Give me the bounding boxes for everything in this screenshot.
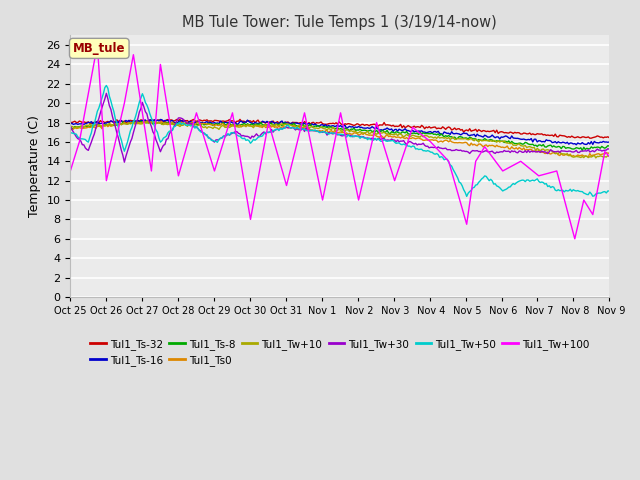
Tul1_Ts-16 [255,120,263,126]
Tul1_Ts-32 [132,119,140,125]
Title: MB Tule Tower: Tule Temps 1 (3/19/14-now): MB Tule Tower: Tule Temps 1 (3/19/14-now… [182,15,497,30]
Tul1_Tw+50 [102,83,110,88]
Text: MB_tule: MB_tule [73,42,125,55]
Tul1_Ts-32 [246,118,254,124]
Tul1_Tw+50 [579,189,586,194]
Tul1_Tw+30 [136,109,143,115]
Legend: Tul1_Ts-32, Tul1_Ts-16, Tul1_Ts-8, Tul1_Ts0, Tul1_Tw+10, Tul1_Tw+30, Tul1_Tw+50,: Tul1_Ts-32, Tul1_Ts-16, Tul1_Ts-8, Tul1_… [86,335,594,370]
Tul1_Ts-8 [67,124,74,130]
Tul1_Tw+100 [93,42,101,48]
Line: Tul1_Ts-32: Tul1_Ts-32 [70,120,609,138]
Tul1_Ts-8 [228,122,236,128]
Tul1_Ts-8 [577,145,584,151]
Tul1_Ts0 [577,153,584,158]
Tul1_Ts-32 [586,135,594,141]
Tul1_Tw+30 [120,159,128,165]
Tul1_Tw+100 [605,154,613,159]
Tul1_Tw+10 [143,118,151,124]
Tul1_Ts0 [255,124,263,130]
Tul1_Ts0 [228,122,236,128]
Tul1_Ts-8 [129,118,137,124]
Tul1_Tw+50 [605,188,613,194]
Tul1_Ts-16 [304,121,312,127]
Tul1_Ts-16 [579,140,586,145]
Line: Tul1_Ts-16: Tul1_Ts-16 [70,120,609,145]
Tul1_Ts-8 [579,147,586,153]
Tul1_Ts-8 [246,121,254,127]
Tul1_Ts0 [605,150,613,156]
Tul1_Ts0 [132,119,140,125]
Tul1_Tw+100 [579,204,586,209]
Tul1_Ts0 [584,154,592,160]
Tul1_Ts-16 [157,117,164,122]
Tul1_Ts-32 [255,120,263,125]
Tul1_Tw+10 [255,122,263,128]
Tul1_Tw+10 [577,155,584,160]
Tul1_Ts-32 [236,117,244,122]
Tul1_Ts-16 [132,119,140,124]
Tul1_Tw+100 [67,168,74,174]
Tul1_Tw+50 [134,105,141,110]
Tul1_Ts-8 [304,123,312,129]
Tul1_Tw+100 [304,124,312,130]
Tul1_Tw+30 [248,133,256,139]
Tul1_Tw+50 [255,133,263,139]
Tul1_Tw+30 [230,130,238,135]
Tul1_Tw+10 [592,155,600,161]
Tul1_Ts-16 [246,120,254,125]
Tul1_Ts-32 [577,135,584,141]
Tul1_Ts0 [246,123,254,129]
Tul1_Tw+10 [132,120,140,126]
Tul1_Tw+50 [67,130,74,136]
Tul1_Tw+100 [246,216,254,222]
Tul1_Ts-16 [605,139,613,145]
Tul1_Tw+10 [228,123,236,129]
Line: Tul1_Tw+30: Tul1_Tw+30 [70,93,609,162]
Tul1_Ts0 [67,127,74,132]
Tul1_Tw+100 [134,81,141,87]
Tul1_Tw+10 [605,154,613,159]
Tul1_Ts-32 [304,121,312,127]
Y-axis label: Temperature (C): Temperature (C) [28,115,41,217]
Line: Tul1_Tw+100: Tul1_Tw+100 [70,45,609,239]
Tul1_Ts-16 [228,120,236,126]
Tul1_Ts-8 [605,143,613,149]
Tul1_Tw+30 [605,146,613,152]
Line: Tul1_Ts-8: Tul1_Ts-8 [70,121,609,150]
Tul1_Tw+100 [571,236,579,241]
Tul1_Tw+30 [257,132,265,137]
Tul1_Ts-32 [227,118,235,124]
Tul1_Ts-32 [67,119,74,125]
Line: Tul1_Tw+50: Tul1_Tw+50 [70,85,609,196]
Tul1_Ts0 [145,119,152,124]
Tul1_Tw+100 [255,168,263,174]
Line: Tul1_Ts0: Tul1_Ts0 [70,121,609,157]
Tul1_Tw+10 [304,124,312,130]
Tul1_Tw+30 [305,127,313,133]
Tul1_Ts-8 [134,120,141,126]
Tul1_Tw+30 [579,148,586,154]
Tul1_Tw+10 [246,123,254,129]
Tul1_Tw+50 [246,140,254,146]
Tul1_Ts-16 [67,121,74,127]
Tul1_Tw+30 [102,90,110,96]
Tul1_Ts-32 [605,135,613,141]
Tul1_Tw+100 [228,110,236,116]
Tul1_Ts-8 [255,121,263,127]
Tul1_Tw+50 [228,130,236,135]
Tul1_Tw+50 [463,193,470,199]
Line: Tul1_Tw+10: Tul1_Tw+10 [70,121,609,158]
Tul1_Ts-16 [572,142,580,148]
Tul1_Tw+50 [304,128,312,133]
Tul1_Tw+10 [67,124,74,130]
Tul1_Tw+30 [67,123,74,129]
Tul1_Ts0 [304,126,312,132]
